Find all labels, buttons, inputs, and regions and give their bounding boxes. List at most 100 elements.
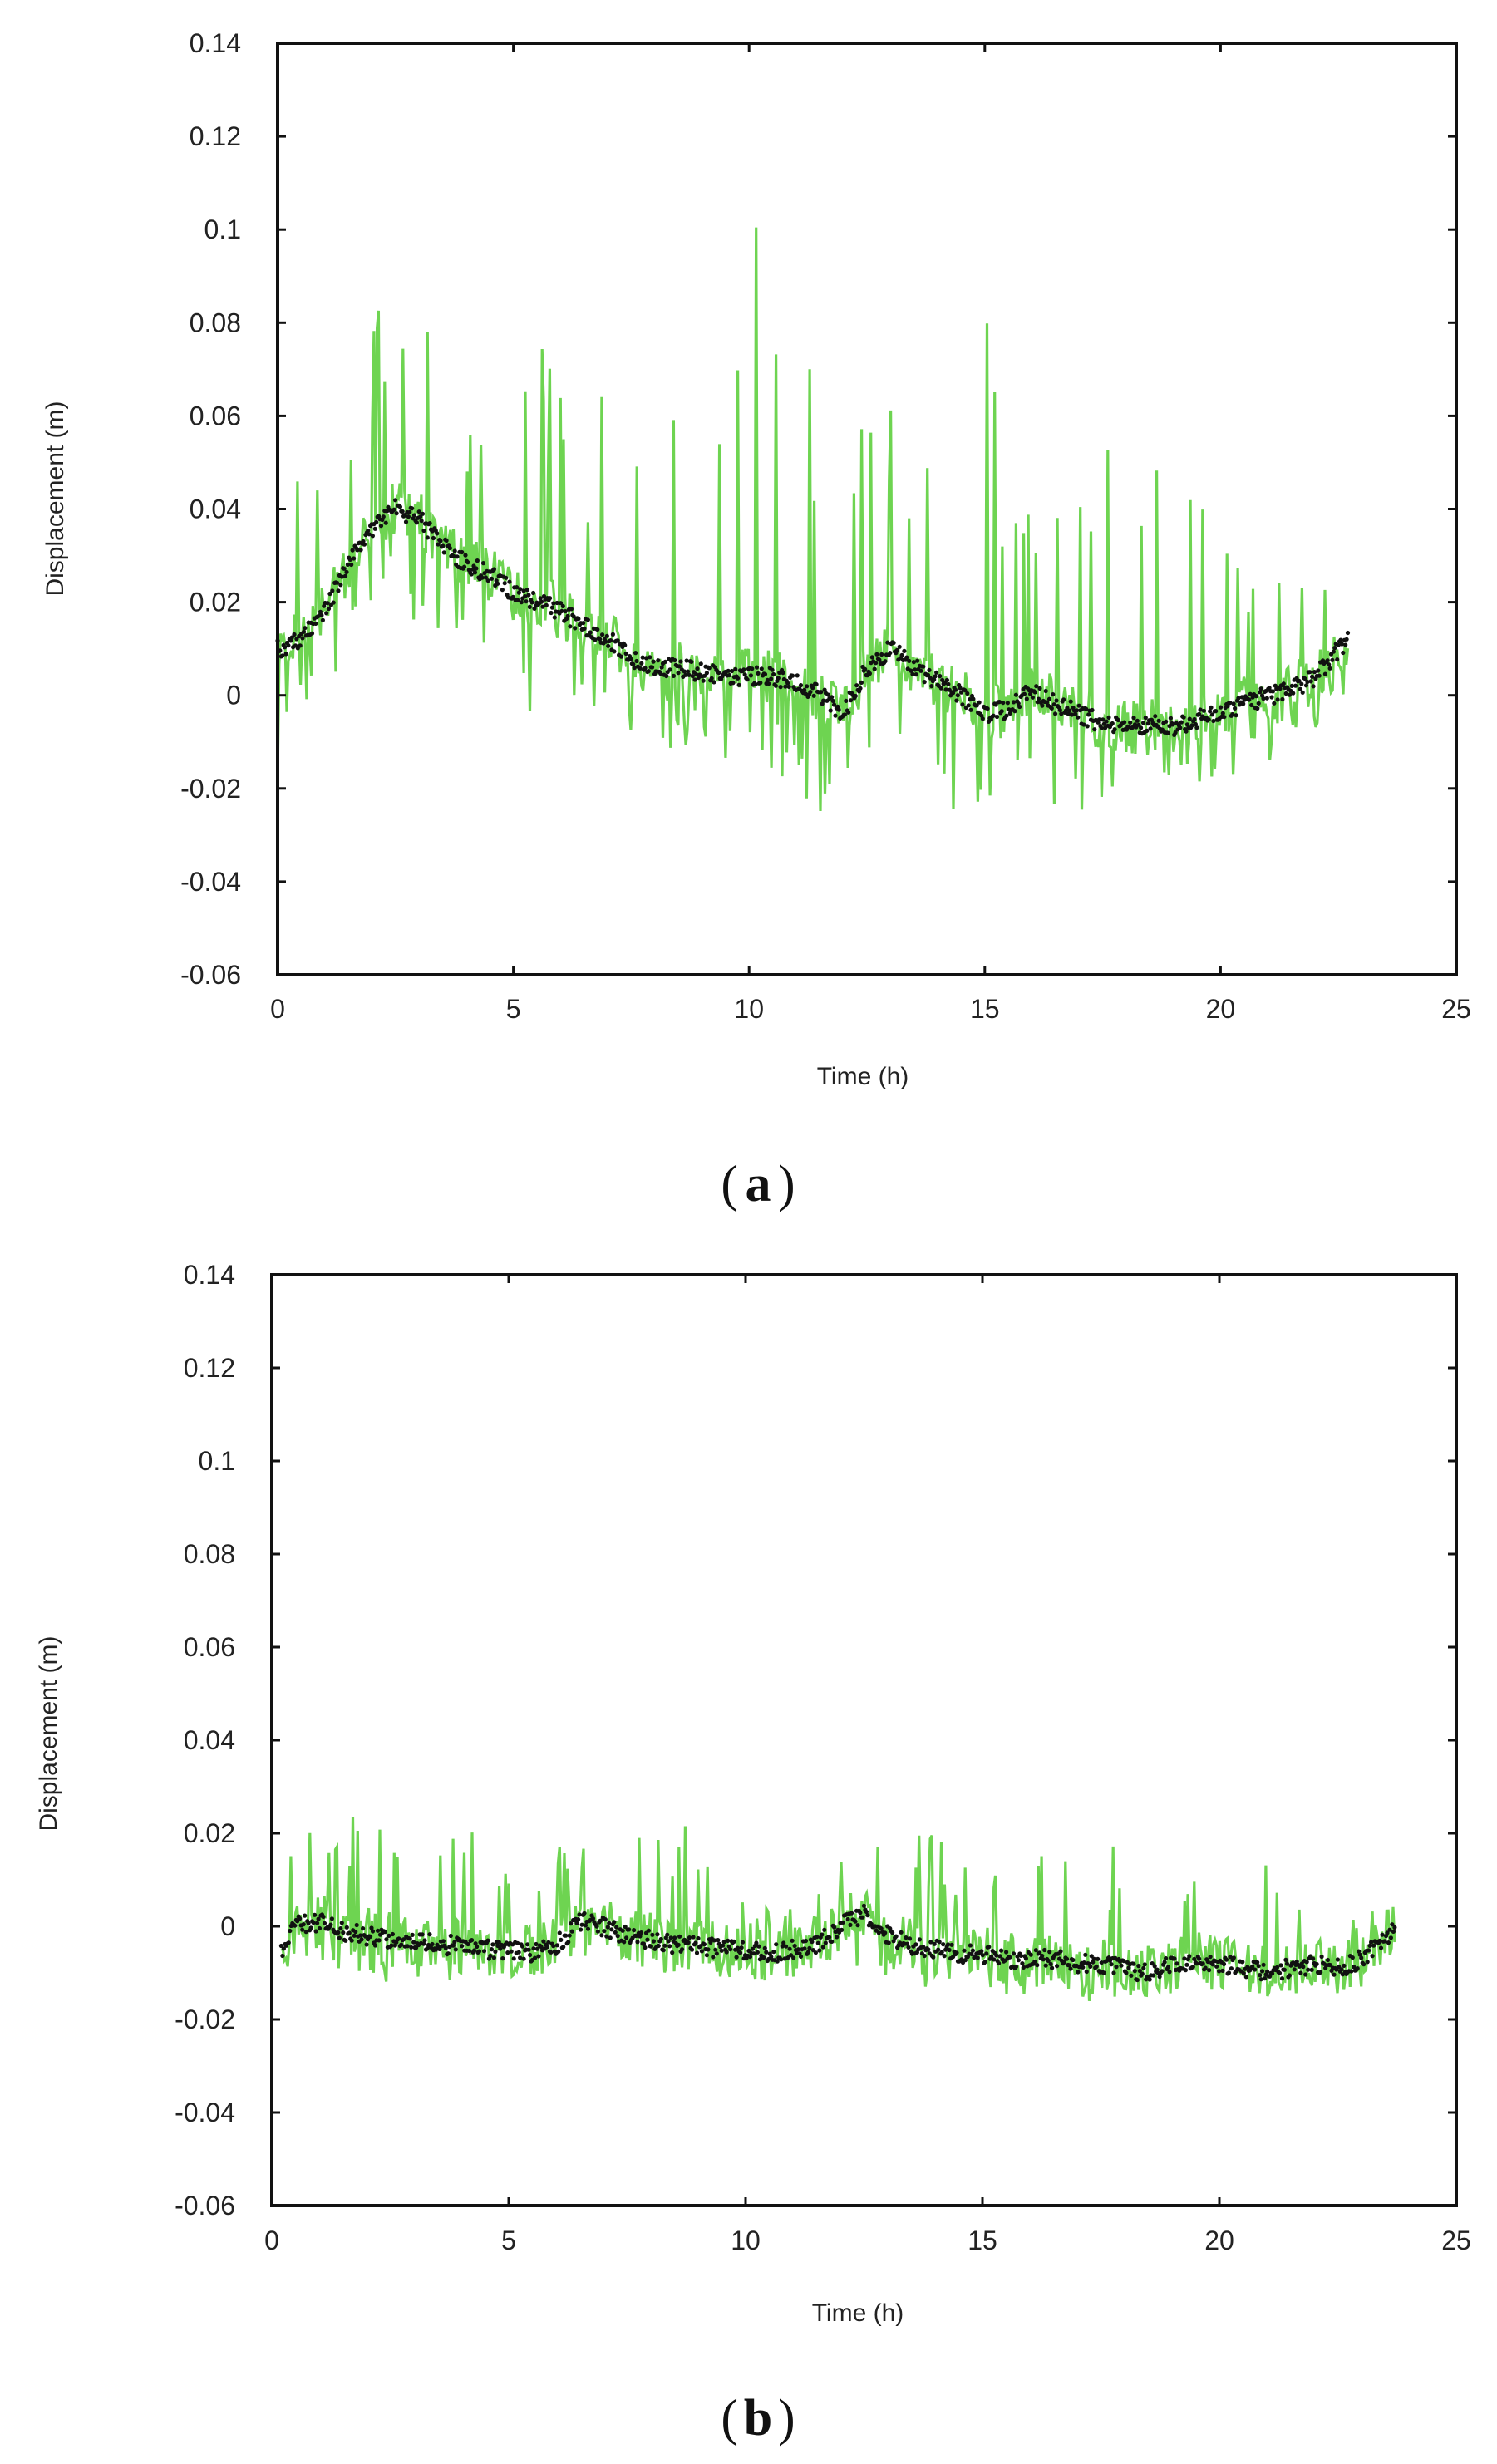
filtered-point — [1293, 683, 1298, 688]
filtered-point — [1145, 721, 1150, 726]
filtered-point — [510, 594, 515, 599]
filtered-point — [831, 702, 837, 707]
filtered-point — [1091, 1960, 1096, 1965]
filtered-point — [504, 575, 509, 580]
filtered-point — [678, 659, 683, 664]
filtered-point — [475, 1944, 480, 1950]
filtered-point — [665, 1932, 670, 1937]
filtered-point — [407, 509, 412, 514]
filtered-point — [343, 1938, 348, 1943]
filtered-point — [750, 666, 755, 671]
filtered-point — [500, 1956, 505, 1961]
filtered-point — [583, 1923, 588, 1928]
filtered-point — [753, 681, 758, 687]
filtered-point — [1046, 696, 1052, 701]
filtered-point — [532, 1955, 538, 1960]
filtered-point — [400, 509, 405, 514]
filtered-point — [842, 712, 848, 717]
filtered-point — [1208, 709, 1213, 714]
filtered-point — [931, 1955, 936, 1960]
filtered-point — [588, 630, 593, 635]
filtered-point — [926, 1947, 931, 1952]
filtered-point — [1136, 1964, 1141, 1969]
y-tick-label: -0.02 — [175, 2004, 235, 2034]
filtered-point — [676, 671, 681, 676]
filtered-point — [378, 524, 384, 529]
filtered-point — [441, 550, 446, 555]
filtered-point — [1270, 689, 1275, 694]
filtered-point — [928, 676, 933, 681]
filtered-point — [693, 1940, 698, 1945]
filtered-point — [604, 1934, 609, 1939]
filtered-point — [792, 1943, 797, 1949]
filtered-point — [474, 566, 479, 571]
filtered-point — [507, 579, 512, 584]
filtered-point — [1279, 1976, 1285, 1981]
filtered-point — [795, 1947, 801, 1952]
filtered-point — [316, 1916, 321, 1921]
filtered-point — [886, 1940, 891, 1945]
filtered-point — [932, 677, 937, 682]
filtered-point — [554, 1943, 559, 1948]
filtered-point — [341, 1930, 346, 1935]
y-tick-label: 0.08 — [190, 307, 241, 337]
filtered-point — [1122, 720, 1127, 725]
filtered-point — [1053, 711, 1058, 716]
filtered-point — [1024, 696, 1029, 701]
filtered-point — [431, 535, 436, 541]
filtered-point — [524, 588, 530, 593]
filtered-point — [1023, 1956, 1028, 1961]
filtered-point — [358, 1933, 363, 1938]
filtered-point — [1070, 712, 1075, 717]
filtered-point — [635, 1940, 640, 1945]
filtered-point — [764, 1950, 769, 1955]
filtered-point — [854, 683, 859, 688]
filtered-point — [491, 1955, 497, 1960]
filtered-point — [615, 1934, 620, 1939]
filtered-point — [860, 1915, 865, 1920]
filtered-point — [1147, 1977, 1152, 1982]
filtered-point — [731, 681, 736, 686]
svg-text:): ) — [778, 1156, 795, 1212]
filtered-point — [684, 658, 689, 663]
filtered-point — [1160, 1969, 1165, 1974]
filtered-point — [1392, 1925, 1397, 1930]
filtered-point — [634, 658, 639, 664]
filtered-point — [367, 532, 372, 537]
filtered-point — [691, 1935, 696, 1940]
filtered-point — [354, 1922, 359, 1928]
filtered-point — [677, 1934, 682, 1939]
filtered-point — [349, 562, 354, 568]
filtered-point — [519, 600, 524, 605]
filtered-point — [947, 1947, 952, 1953]
filtered-point — [913, 672, 918, 677]
filtered-point — [969, 1951, 974, 1956]
filtered-point — [815, 1940, 820, 1945]
filtered-point — [655, 1932, 660, 1937]
filtered-point — [569, 1929, 574, 1934]
filtered-point — [1128, 720, 1133, 725]
filtered-point — [925, 672, 931, 678]
filtered-point — [712, 1938, 716, 1943]
filtered-point — [651, 659, 656, 664]
filtered-point — [726, 668, 731, 673]
filtered-point — [467, 1948, 472, 1954]
filtered-point — [1173, 730, 1178, 735]
filtered-point — [603, 1917, 608, 1922]
filtered-point — [650, 665, 655, 670]
filtered-point — [1367, 1943, 1372, 1948]
y-tick-label: 0.04 — [190, 494, 241, 524]
y-tick-label: 0.1 — [199, 1446, 235, 1476]
filtered-point — [827, 1935, 832, 1940]
filtered-point — [1205, 1959, 1210, 1965]
filtered-point — [1005, 701, 1010, 706]
filtered-point — [338, 583, 343, 588]
filtered-point — [566, 1940, 571, 1945]
filtered-point — [740, 1940, 746, 1945]
filtered-point — [393, 498, 398, 503]
y-tick-label: 0.06 — [184, 1632, 235, 1662]
filtered-point — [815, 1935, 820, 1940]
filtered-point — [1032, 1959, 1037, 1965]
filtered-point — [1380, 1932, 1385, 1937]
filtered-point — [582, 626, 587, 632]
